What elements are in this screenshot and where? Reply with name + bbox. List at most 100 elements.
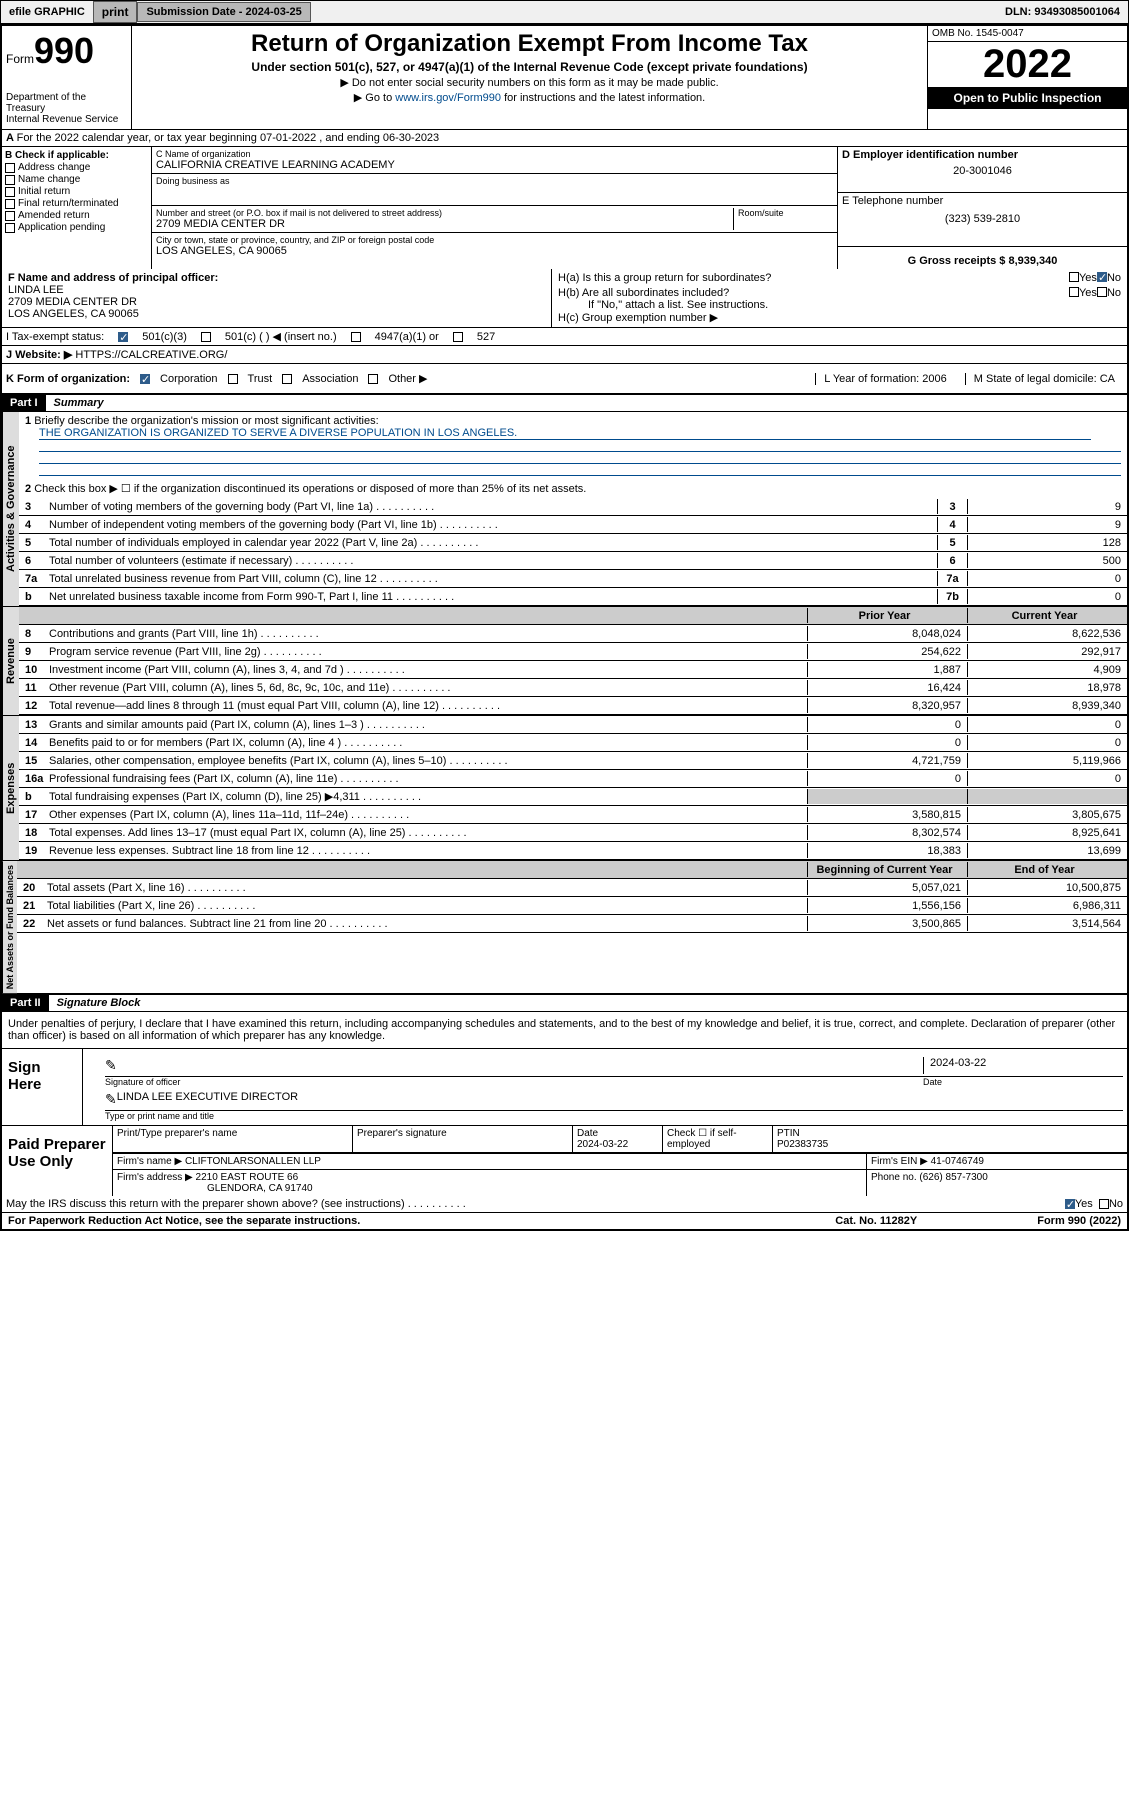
- part1-header: Part I Summary: [2, 394, 1127, 412]
- line-15: 15Salaries, other compensation, employee…: [19, 752, 1127, 770]
- form-page: Form990 Department of the Treasury Inter…: [0, 24, 1129, 1231]
- print-button[interactable]: print: [93, 1, 138, 23]
- lbl-address: Address change: [18, 162, 90, 173]
- tab-revenue: Revenue: [2, 607, 19, 715]
- part1-hdr: Part I: [2, 395, 46, 411]
- line-16a: 16aProfessional fundraising fees (Part I…: [19, 770, 1127, 788]
- line-2: 2 Check this box ▶ ☐ if the organization…: [19, 479, 1127, 498]
- form-subtitle: Under section 501(c), 527, or 4947(a)(1)…: [136, 60, 923, 74]
- chk-address[interactable]: [5, 163, 15, 173]
- line-b: bTotal fundraising expenses (Part IX, co…: [19, 788, 1127, 806]
- title-box: Return of Organization Exempt From Incom…: [132, 26, 927, 129]
- form-prefix: Form: [6, 52, 34, 66]
- prep-h2: Preparer's signature: [357, 1128, 447, 1139]
- section-bcd: B Check if applicable: Address change Na…: [2, 147, 1127, 269]
- discuss-row: May the IRS discuss this return with the…: [2, 1196, 1127, 1212]
- summary-rev: Revenue Prior Year Current Year 8Contrib…: [2, 607, 1127, 716]
- i-501c[interactable]: [201, 332, 211, 342]
- f-label: F Name and address of principal officer:: [8, 272, 545, 284]
- officer-name: LINDA LEE: [8, 284, 545, 296]
- k-state: M State of legal domicile: CA: [965, 373, 1123, 385]
- discuss-yes[interactable]: [1065, 1199, 1075, 1209]
- chk-pending[interactable]: [5, 223, 15, 233]
- k-corp[interactable]: [140, 374, 150, 384]
- row-j: J Website: ▶ HTTPS://CALCREATIVE.ORG/: [2, 346, 1127, 364]
- lbl-final: Final return/terminated: [18, 198, 119, 209]
- hdr-curr: Current Year: [967, 608, 1127, 623]
- gov-line-b: bNet unrelated business taxable income f…: [19, 588, 1127, 606]
- col-f: F Name and address of principal officer:…: [2, 269, 552, 327]
- hb-no[interactable]: [1097, 287, 1107, 297]
- chk-amended[interactable]: [5, 211, 15, 221]
- sig-officer-lbl: Signature of officer: [105, 1077, 905, 1087]
- i-501c3[interactable]: [118, 332, 128, 342]
- prep-phone: (626) 857-7300: [919, 1172, 987, 1183]
- hdr-prior: Prior Year: [807, 608, 967, 623]
- net-header: Beginning of Current Year End of Year: [17, 861, 1127, 879]
- hb-label: H(b) Are all subordinates included?: [558, 287, 1069, 299]
- gov-line-5: 5Total number of individuals employed in…: [19, 534, 1127, 552]
- website: HTTPS://CALCREATIVE.ORG/: [72, 349, 227, 361]
- part1-title: Summary: [46, 395, 112, 411]
- pen-icon: ✎: [105, 1057, 117, 1074]
- line-12: 12Total revenue—add lines 8 through 11 (…: [19, 697, 1127, 715]
- chk-initial[interactable]: [5, 187, 15, 197]
- ha-no-lbl: No: [1107, 272, 1121, 284]
- firm-ein: 41-0746749: [931, 1156, 984, 1167]
- line-21: 21Total liabilities (Part X, line 26) 1,…: [17, 897, 1127, 915]
- officer-typed: LINDA LEE EXECUTIVE DIRECTOR: [117, 1091, 298, 1108]
- irs-label: Internal Revenue Service: [6, 114, 127, 125]
- k-o2: Trust: [248, 373, 273, 385]
- k-assoc[interactable]: [282, 374, 292, 384]
- i-o3: 4947(a)(1) or: [375, 331, 439, 343]
- k-other[interactable]: [368, 374, 378, 384]
- form-header: Form990 Department of the Treasury Inter…: [2, 26, 1127, 130]
- footer-left: For Paperwork Reduction Act Notice, see …: [8, 1215, 360, 1227]
- discuss-no-lbl: No: [1109, 1198, 1123, 1210]
- discuss-no[interactable]: [1099, 1199, 1109, 1209]
- top-bar: efile GRAPHIC print Submission Date - 20…: [0, 0, 1129, 24]
- ein-label: D Employer identification number: [842, 149, 1123, 161]
- officer-addr2: LOS ANGELES, CA 90065: [8, 308, 545, 320]
- prep-ptin: P02383735: [777, 1139, 828, 1150]
- c-name-label: C Name of organization: [156, 149, 833, 159]
- hb-no-lbl: No: [1107, 287, 1121, 299]
- i-4947[interactable]: [351, 332, 361, 342]
- omb-number: OMB No. 1545-0047: [928, 26, 1127, 42]
- prep-title: Paid Preparer Use Only: [2, 1126, 112, 1196]
- col-h: H(a) Is this a group return for subordin…: [552, 269, 1127, 327]
- ha-no[interactable]: [1097, 272, 1107, 282]
- l2-text: Check this box ▶ ☐ if the organization d…: [34, 483, 586, 495]
- k-label: K Form of organization:: [6, 373, 130, 385]
- form990-link[interactable]: www.irs.gov/Form990: [395, 92, 501, 104]
- line-9: 9Program service revenue (Part VIII, lin…: [19, 643, 1127, 661]
- line-13: 13Grants and similar amounts paid (Part …: [19, 716, 1127, 734]
- i-label: I Tax-exempt status:: [6, 331, 104, 343]
- k-trust[interactable]: [228, 374, 238, 384]
- mission-text: THE ORGANIZATION IS ORGANIZED TO SERVE A…: [39, 427, 1091, 440]
- line-8: 8Contributions and grants (Part VIII, li…: [19, 625, 1127, 643]
- line-18: 18Total expenses. Add lines 13–17 (must …: [19, 824, 1127, 842]
- l1-label: Briefly describe the organization's miss…: [34, 415, 378, 427]
- prep-h3: Date: [577, 1128, 598, 1139]
- room-label: Room/suite: [738, 208, 833, 218]
- lbl-name: Name change: [18, 174, 80, 185]
- i-o4: 527: [477, 331, 495, 343]
- part2-title: Signature Block: [49, 995, 149, 1011]
- lbl-pending: Application pending: [18, 222, 105, 233]
- row-k: K Form of organization: Corporation Trus…: [2, 364, 1127, 394]
- chk-final[interactable]: [5, 199, 15, 209]
- ha-yes[interactable]: [1069, 272, 1079, 282]
- i-o1: 501(c)(3): [142, 331, 187, 343]
- chk-name[interactable]: [5, 175, 15, 185]
- ein-value: 20-3001046: [842, 165, 1123, 177]
- summary-net: Net Assets or Fund Balances Beginning of…: [2, 861, 1127, 994]
- hb-yes[interactable]: [1069, 287, 1079, 297]
- gov-line-4: 4Number of independent voting members of…: [19, 516, 1127, 534]
- phone-label: E Telephone number: [842, 195, 1123, 207]
- ha-label: H(a) Is this a group return for subordin…: [558, 272, 1069, 284]
- i-527[interactable]: [453, 332, 463, 342]
- j-label: J Website: ▶: [6, 349, 72, 361]
- form-id-box: Form990 Department of the Treasury Inter…: [2, 26, 132, 129]
- dba-label: Doing business as: [156, 176, 833, 186]
